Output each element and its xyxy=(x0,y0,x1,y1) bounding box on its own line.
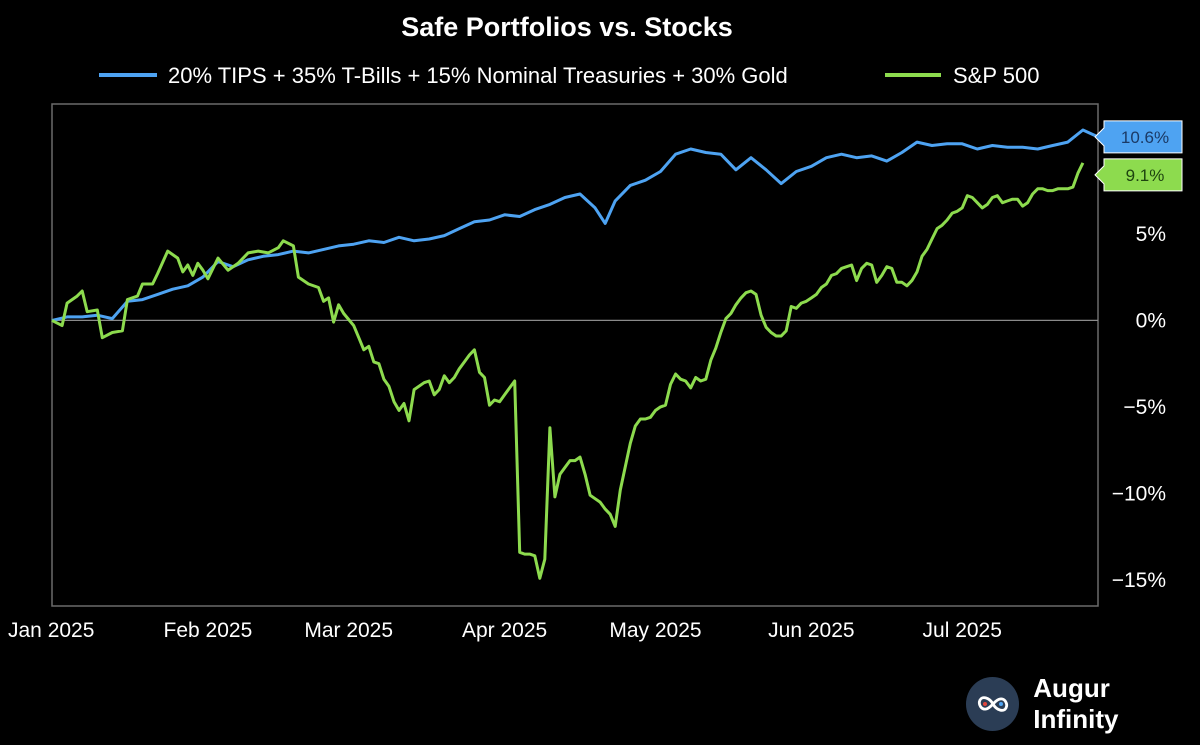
legend-label-sp500: S&P 500 xyxy=(953,63,1039,88)
chart-title: Safe Portfolios vs. Stocks xyxy=(401,12,733,42)
y-tick-label: −15% xyxy=(1112,569,1166,592)
y-axis: 5% 0% −5% −10% −15% xyxy=(1112,223,1166,592)
series-lines xyxy=(51,128,1099,580)
end-label-0: 10.6% xyxy=(1094,120,1183,154)
legend-label-portfolio: 20% TIPS + 35% T-Bills + 15% Nominal Tre… xyxy=(168,63,788,88)
x-tick-label: Jun 2025 xyxy=(768,619,854,642)
series-line-1 xyxy=(51,162,1085,580)
brand-name: Augur Infinity xyxy=(1033,673,1119,734)
x-tick-label: Feb 2025 xyxy=(164,619,253,642)
brand: Augur Infinity xyxy=(966,673,1200,734)
y-tick-label: 5% xyxy=(1136,223,1166,246)
series-line-0 xyxy=(51,128,1099,322)
end-label-text: 9.1% xyxy=(1126,166,1165,185)
plot-frame xyxy=(51,103,1099,607)
x-axis: Jan 2025 Feb 2025 Mar 2025 Apr 2025 May 2025… xyxy=(8,619,1002,642)
x-tick-label: Jul 2025 xyxy=(923,619,1002,642)
end-label-text: 10.6% xyxy=(1121,128,1169,147)
y-tick-label: −5% xyxy=(1123,396,1166,419)
end-label-1: 9.1% xyxy=(1094,158,1183,192)
x-tick-label: Jan 2025 xyxy=(8,619,94,642)
infinity-icon xyxy=(966,677,1020,731)
y-tick-label: 0% xyxy=(1136,309,1166,332)
end-labels: 10.6% 9.1% xyxy=(1094,120,1183,192)
x-tick-label: May 2025 xyxy=(609,619,701,642)
x-tick-label: Apr 2025 xyxy=(462,619,547,642)
legend: 20% TIPS + 35% T-Bills + 15% Nominal Tre… xyxy=(99,63,1039,88)
y-tick-label: −10% xyxy=(1112,482,1166,505)
x-tick-label: Mar 2025 xyxy=(304,619,393,642)
